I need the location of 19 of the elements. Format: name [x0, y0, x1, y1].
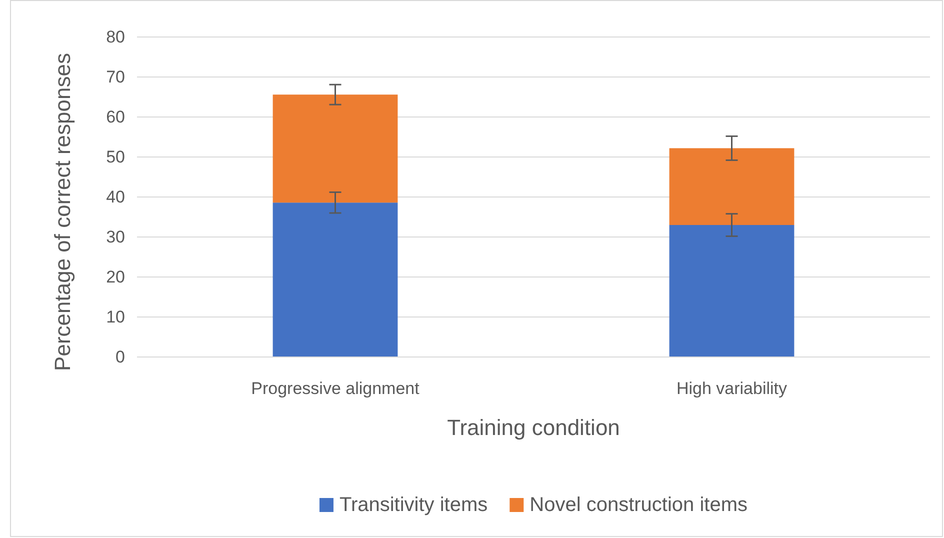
x-axis-title: Training condition — [447, 415, 620, 440]
bar — [272, 202, 398, 357]
y-tick-label: 60 — [106, 107, 125, 126]
y-tick-label: 70 — [106, 67, 125, 86]
x-tick-label: High variability — [676, 379, 788, 398]
y-tick-label: 30 — [106, 227, 125, 246]
legend-label: Novel construction items — [530, 494, 748, 516]
y-axis-title: Percentage of correct responses — [50, 53, 75, 371]
y-tick-label: 10 — [106, 307, 125, 326]
y-tick-label: 20 — [106, 267, 125, 286]
x-tick-label: Progressive alignment — [251, 379, 420, 398]
y-tick-label: 50 — [106, 147, 125, 166]
y-tick-label: 80 — [106, 27, 125, 46]
bar — [669, 225, 794, 357]
y-tick-label: 40 — [106, 187, 125, 206]
y-tick-label: 0 — [116, 347, 125, 366]
bar — [669, 148, 794, 225]
legend-label: Transitivity items — [339, 494, 488, 516]
bar — [272, 94, 398, 203]
